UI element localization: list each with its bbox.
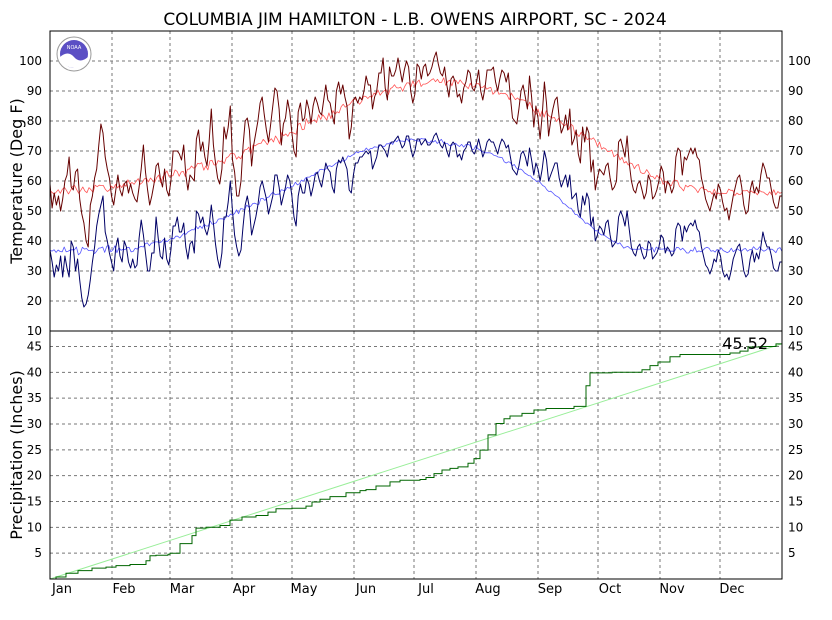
temp-tick-right-10: 10 [788, 324, 803, 338]
temp-tick-right-50: 50 [788, 204, 803, 218]
precipitation-grid [50, 331, 782, 579]
month-label-dec: Dec [719, 582, 744, 597]
temp-tick-left-10: 10 [27, 324, 42, 338]
precip-tick-right-35: 35 [788, 391, 803, 405]
temp-tick-right-30: 30 [788, 264, 803, 278]
precipitation-panel: 5 5 10 10 15 15 20 20 25 25 30 30 35 35 40 40 45 45 Preci… [7, 331, 804, 580]
month-label-nov: Nov [659, 582, 685, 597]
precipitation-ticks: 5 5 10 10 15 15 20 20 25 25 30 30 35 35 40 40 45 45 [27, 340, 804, 561]
precip-tick-right-40: 40 [788, 365, 803, 379]
temp-tick-right-40: 40 [788, 234, 803, 248]
precip-tick-right-30: 30 [788, 417, 803, 431]
precip-tick-left-25: 25 [27, 443, 42, 457]
noaa-logo: NOAA [56, 36, 92, 72]
precipitation-frame [49, 330, 783, 580]
temp-tick-left-60: 60 [27, 174, 42, 188]
month-label-jun: Jun [355, 582, 376, 597]
normal-min-temp-line [49, 137, 783, 256]
temperature-ticks: 10 10 20 20 30 30 40 40 50 50 60 60 70 70 80 80 90 90 100 1… [19, 54, 811, 338]
month-label-aug: Aug [475, 582, 500, 597]
temp-tick-left-80: 80 [27, 114, 42, 128]
normal-precip-line [49, 343, 783, 580]
temp-tick-right-60: 60 [788, 174, 803, 188]
month-label-mar: Mar [170, 582, 195, 597]
temperature-axis-label: Temperature (Deg F) [7, 98, 26, 265]
temp-tick-left-90: 90 [27, 84, 42, 98]
precip-tick-right-15: 15 [788, 495, 803, 509]
temp-tick-right-80: 80 [788, 114, 803, 128]
temp-tick-left-70: 70 [27, 144, 42, 158]
precip-tick-left-15: 15 [27, 495, 42, 509]
month-label-jan: Jan [51, 582, 72, 597]
precip-tick-left-45: 45 [27, 340, 42, 354]
temp-tick-right-90: 90 [788, 84, 803, 98]
month-labels: Jan Feb Mar Apr May Jun Jul Aug Sep Oct Nov Dec [51, 582, 745, 597]
precip-tick-right-10: 10 [788, 520, 803, 534]
temp-tick-right-100: 100 [788, 54, 811, 68]
month-label-may: May [291, 582, 318, 597]
temp-tick-left-100: 100 [19, 54, 42, 68]
precip-tick-right-5: 5 [788, 546, 796, 560]
precip-tick-left-10: 10 [27, 520, 42, 534]
precip-tick-left-5: 5 [34, 546, 42, 560]
month-label-apr: Apr [233, 582, 256, 597]
daily-max-temp-line [49, 51, 782, 248]
precipitation-total-label: 45.52 [722, 334, 768, 353]
daily-min-temp-line [49, 132, 782, 308]
precip-tick-left-30: 30 [27, 417, 42, 431]
accumulated-precip-line [50, 343, 783, 580]
temp-tick-left-50: 50 [27, 204, 42, 218]
temp-tick-right-70: 70 [788, 144, 803, 158]
temp-tick-right-20: 20 [788, 294, 803, 308]
precip-tick-left-20: 20 [27, 469, 42, 483]
precip-tick-left-35: 35 [27, 391, 42, 405]
temp-tick-left-30: 30 [27, 264, 42, 278]
month-label-feb: Feb [112, 582, 135, 597]
temp-tick-left-20: 20 [27, 294, 42, 308]
svg-text:NOAA: NOAA [67, 45, 82, 51]
month-label-oct: Oct [599, 582, 621, 597]
month-label-sep: Sep [538, 582, 563, 597]
precip-tick-right-45: 45 [788, 340, 803, 354]
precip-tick-left-40: 40 [27, 365, 42, 379]
month-label-jul: Jul [417, 582, 434, 597]
precipitation-axis-label: Precipitation (Inches) [7, 370, 26, 540]
temperature-panel: 10 10 20 20 30 30 40 40 50 50 60 60 70 70 80 80 90 90 100 1… [7, 31, 811, 338]
temp-tick-left-40: 40 [27, 234, 42, 248]
temperature-series [49, 51, 783, 308]
precip-tick-right-25: 25 [788, 443, 803, 457]
precipitation-series [49, 343, 783, 580]
precip-tick-right-20: 20 [788, 469, 803, 483]
chart-title: COLUMBIA JIM HAMILTON - L.B. OWENS AIRPO… [163, 10, 666, 30]
